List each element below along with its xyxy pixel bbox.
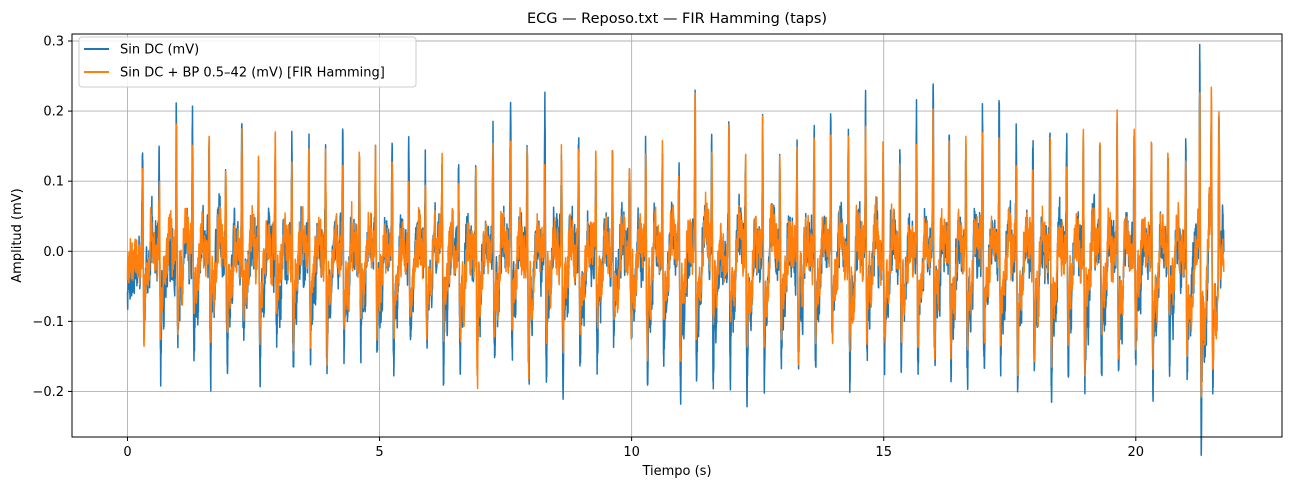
y-tick-label: 0.3 [43,35,64,50]
x-tick-label: 0 [123,445,131,460]
y-tick-label: 0.1 [43,175,64,190]
x-tick-label: 20 [1128,445,1145,460]
y-tick-label: 0.0 [43,245,64,260]
chart-title: ECG — Reposo.txt — FIR Hamming (taps) [527,11,827,27]
y-tick-label: −0.1 [32,315,64,330]
x-tick-label: 15 [875,445,892,460]
legend-box [78,36,417,88]
y-axis-label: Amplitud (mV) [10,188,25,282]
y-tick-label: 0.2 [43,105,64,120]
legend: Sin DC (mV) Sin DC + BP 0.5–42 (mV) [FIR… [78,36,417,88]
plot-frame [71,33,1283,438]
x-tick-label: 10 [623,445,640,460]
x-tick-label: 5 [375,445,383,460]
legend-label-filtered: Sin DC + BP 0.5–42 (mV) [FIR Hamming] [120,66,385,81]
ticks: 0 5 10 15 20 −0.2 −0.1 0.0 0.1 0.2 0.3 [32,35,1144,460]
x-axis-label: Tiempo (s) [641,464,711,479]
series-line-filtered [126,86,1225,398]
series-group [126,43,1225,456]
legend-label-raw: Sin DC (mV) [120,43,199,58]
y-tick-label: −0.2 [32,385,64,400]
